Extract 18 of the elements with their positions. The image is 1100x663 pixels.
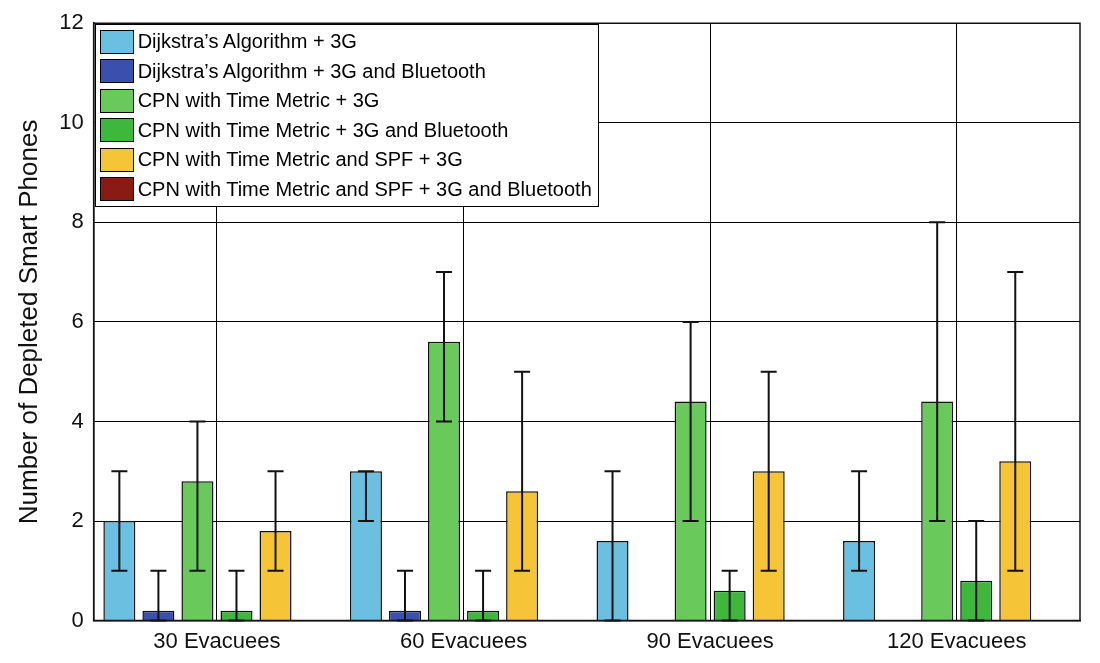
legend-label: Dijkstra’s Algorithm + 3G	[137, 29, 357, 55]
legend-label: CPN with Time Metric + 3G and Bluetooth	[137, 117, 509, 143]
y-tick-label: 0	[71, 606, 84, 632]
legend-label: Dijkstra’s Algorithm + 3G and Bluetooth	[137, 58, 486, 84]
y-tick-label: 8	[71, 208, 84, 234]
y-tick-label: 2	[71, 507, 84, 533]
x-tick-label: 90 Evacuees	[646, 627, 774, 653]
y-tick-label: 10	[59, 108, 84, 134]
legend-label: CPN with Time Metric + 3G	[137, 88, 380, 114]
x-tick-label: 60 Evacuees	[399, 627, 528, 653]
y-tick-label: 12	[59, 9, 84, 35]
x-tick-label: 30 Evacuees	[153, 627, 281, 653]
y-axis-title: Number of Depleted Smart Phones	[12, 119, 43, 525]
y-tick-label: 4	[71, 407, 84, 433]
x-tick-label: 120 Evacuees	[886, 627, 1027, 653]
legend-label: CPN with Time Metric and SPF + 3G	[137, 147, 463, 173]
legend-label: CPN with Time Metric and SPF + 3G and Bluetooth	[137, 176, 592, 202]
y-tick-label: 6	[71, 307, 84, 333]
